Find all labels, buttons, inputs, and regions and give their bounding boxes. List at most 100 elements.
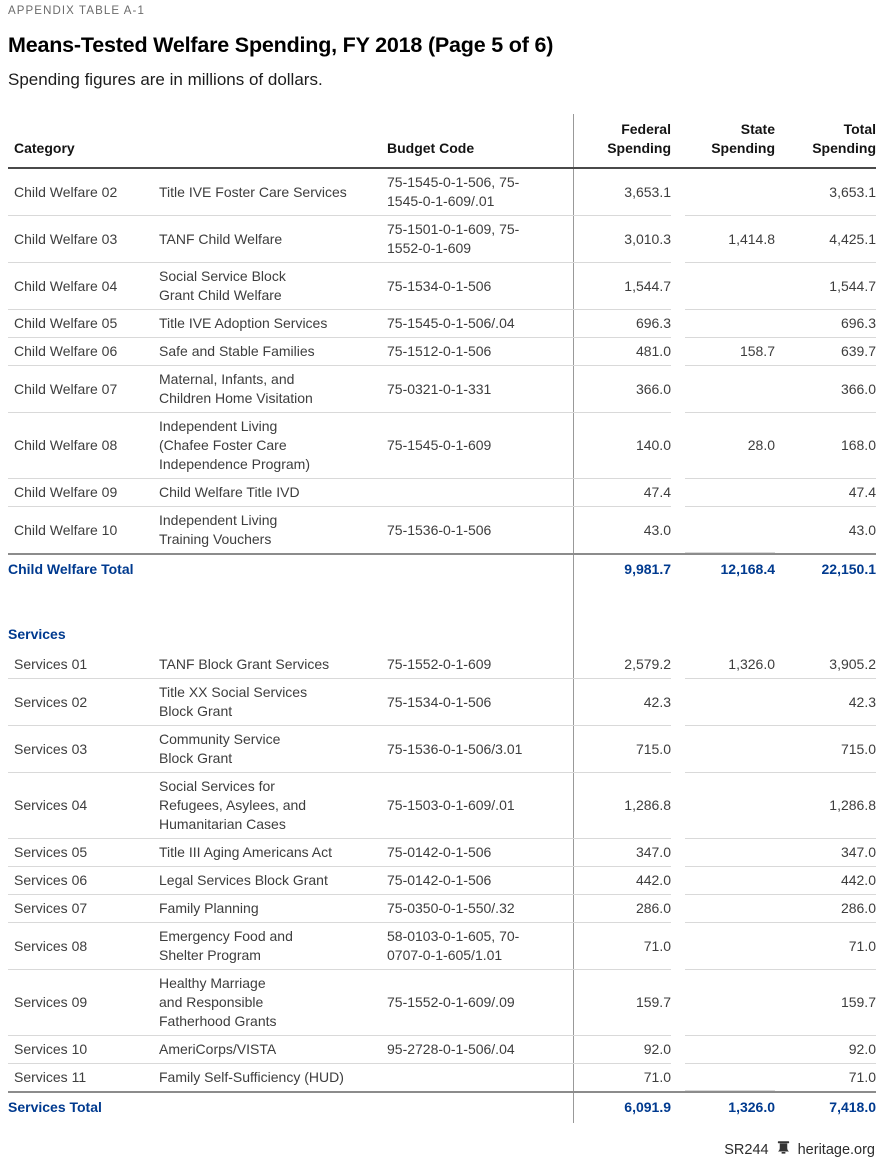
heading-spacer-cell <box>671 623 775 651</box>
section-total-label: Child Welfare Total <box>8 553 573 585</box>
state-spending-cell <box>671 922 775 970</box>
federal-spending-cell: 715.0 <box>572 725 671 773</box>
section-heading-row: Services <box>8 623 876 651</box>
federal-spending-cell: 286.0 <box>572 894 671 923</box>
total-spending-total-cell: 7,418.0 <box>775 1091 876 1123</box>
state-spending-cell <box>671 309 775 338</box>
budget-code-cell: 75-0142-0-1-506 <box>381 866 573 895</box>
program-cell: Legal Services Block Grant <box>153 866 381 895</box>
state-spending-cell: 158.7 <box>671 337 775 366</box>
state-spending-cell <box>671 478 775 507</box>
program-cell: Safe and Stable Families <box>153 337 381 366</box>
section-total-row: Services Total 6,091.9 1,326.0 7,418.0 <box>8 1091 876 1123</box>
total-spending-cell: 715.0 <box>775 725 876 773</box>
table-row: Services 05 Title III Aging Americans Act… <box>8 838 876 867</box>
total-spending-cell: 92.0 <box>775 1035 876 1064</box>
total-spending-cell: 42.3 <box>775 678 876 726</box>
total-spending-cell: 43.0 <box>775 506 876 555</box>
budget-code-cell: 75-1536-0-1-506 <box>381 506 573 555</box>
spending-table: Category Budget Code Federal Spending St… <box>8 114 876 1123</box>
budget-code-cell: 75-1501-0-1-609, 75- 1552-0-1-609 <box>381 215 573 263</box>
federal-spending-cell: 47.4 <box>572 478 671 507</box>
state-spending-cell <box>671 866 775 895</box>
federal-spending-cell: 140.0 <box>572 412 671 479</box>
program-cell: Maternal, Infants, and Children Home Vis… <box>153 365 381 413</box>
program-cell: Independent Living Training Vouchers <box>153 506 381 555</box>
federal-spending-cell: 3,653.1 <box>572 168 671 216</box>
page-title: Means-Tested Welfare Spending, FY 2018 (… <box>8 33 554 57</box>
program-cell: AmeriCorps/VISTA <box>153 1035 381 1064</box>
total-spending-cell: 4,425.1 <box>775 215 876 263</box>
federal-spending-total-cell: 9,981.7 <box>572 553 671 585</box>
category-cell: Child Welfare 04 <box>8 262 153 310</box>
program-cell: Title IVE Foster Care Services <box>153 168 381 216</box>
program-cell: Community Service Block Grant <box>153 725 381 773</box>
heritage-bell-icon <box>776 1140 791 1159</box>
total-spending-cell: 168.0 <box>775 412 876 479</box>
federal-spending-cell: 347.0 <box>572 838 671 867</box>
federal-spending-total-cell: 6,091.9 <box>572 1091 671 1123</box>
state-spending-cell <box>671 772 775 839</box>
column-header-budget-code: Budget Code <box>381 114 573 169</box>
category-cell: Services 05 <box>8 838 153 867</box>
spacer-cell <box>775 585 876 623</box>
table-row: Child Welfare 08 Independent Living (Chaf… <box>8 412 876 479</box>
column-header-total-spending: Total Spending <box>775 114 876 169</box>
federal-spending-cell: 71.0 <box>572 922 671 970</box>
column-header-federal-spending: Federal Spending <box>572 114 671 169</box>
state-spending-cell <box>671 678 775 726</box>
table-row: Child Welfare 10 Independent Living Train… <box>8 506 876 555</box>
budget-code-cell: 75-1545-0-1-506, 75- 1545-0-1-609/.01 <box>381 168 573 216</box>
state-spending-cell <box>671 262 775 310</box>
report-page: APPENDIX TABLE A-1 Means-Tested Welfare … <box>8 5 876 1158</box>
category-cell: Services 11 <box>8 1063 153 1093</box>
page-footer: SR244 heritage.org <box>724 1140 875 1159</box>
heading-spacer-cell <box>775 623 876 651</box>
federal-spending-cell: 71.0 <box>572 1063 671 1093</box>
table-row: Child Welfare 09 Child Welfare Title IVD 4… <box>8 478 876 507</box>
program-cell: Social Services for Refugees, Asylees, a… <box>153 772 381 839</box>
total-spending-cell: 1,286.8 <box>775 772 876 839</box>
spacer-cell <box>572 585 671 623</box>
total-spending-cell: 366.0 <box>775 365 876 413</box>
page-subtitle: Spending figures are in millions of doll… <box>8 70 323 89</box>
table-row: Services 03 Community Service Block Grant… <box>8 725 876 773</box>
table-row: Child Welfare 02 Title IVE Foster Care Se… <box>8 168 876 216</box>
federal-spending-cell: 43.0 <box>572 506 671 555</box>
program-cell: TANF Child Welfare <box>153 215 381 263</box>
total-spending-cell: 71.0 <box>775 1063 876 1093</box>
table-header-row: Category Budget Code Federal Spending St… <box>8 114 876 169</box>
budget-code-cell: 95-2728-0-1-506/.04 <box>381 1035 573 1064</box>
state-spending-cell: 28.0 <box>671 412 775 479</box>
total-spending-cell: 639.7 <box>775 337 876 366</box>
total-spending-cell: 286.0 <box>775 894 876 923</box>
state-spending-total-cell: 1,326.0 <box>671 1091 775 1123</box>
category-cell: Services 02 <box>8 678 153 726</box>
federal-spending-cell: 92.0 <box>572 1035 671 1064</box>
appendix-label: APPENDIX TABLE A-1 <box>8 5 145 17</box>
budget-code-cell: 75-1536-0-1-506/3.01 <box>381 725 573 773</box>
program-cell: Child Welfare Title IVD <box>153 478 381 507</box>
total-spending-cell: 47.4 <box>775 478 876 507</box>
total-spending-cell: 442.0 <box>775 866 876 895</box>
federal-spending-cell: 1,544.7 <box>572 262 671 310</box>
category-cell: Child Welfare 06 <box>8 337 153 366</box>
state-spending-cell <box>671 725 775 773</box>
budget-code-cell: 75-0142-0-1-506 <box>381 838 573 867</box>
state-spending-cell: 1,326.0 <box>671 651 775 679</box>
total-spending-cell: 1,544.7 <box>775 262 876 310</box>
spacer-cell <box>671 585 775 623</box>
budget-code-cell <box>381 1063 573 1093</box>
state-spending-total-cell: 12,168.4 <box>671 553 775 585</box>
table-body: Child Welfare 02 Title IVE Foster Care Se… <box>8 168 876 1123</box>
program-cell: Healthy Marriage and Responsible Fatherh… <box>153 969 381 1036</box>
category-cell: Child Welfare 02 <box>8 168 153 216</box>
total-spending-cell: 347.0 <box>775 838 876 867</box>
table-row: Services 06 Legal Services Block Grant 75-… <box>8 866 876 895</box>
federal-spending-cell: 696.3 <box>572 309 671 338</box>
category-cell: Services 07 <box>8 894 153 923</box>
table-row: Services 11 Family Self-Sufficiency (HUD)… <box>8 1063 876 1093</box>
column-header-state-spending: State Spending <box>671 114 775 169</box>
total-spending-cell: 696.3 <box>775 309 876 338</box>
table-row: Services 09 Healthy Marriage and Responsi… <box>8 969 876 1036</box>
